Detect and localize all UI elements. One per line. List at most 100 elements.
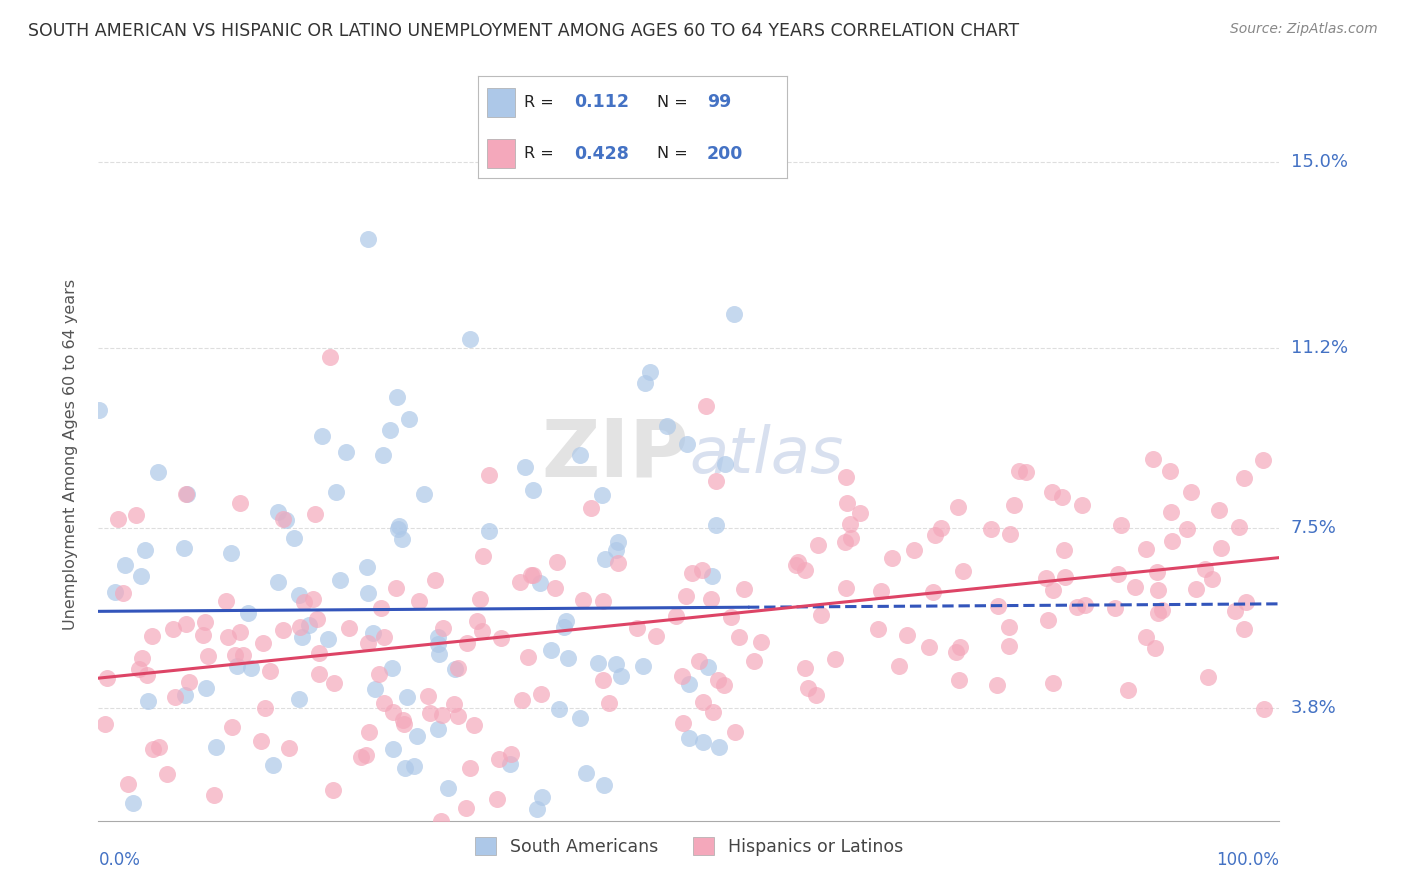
Point xyxy=(697,660,720,674)
Point xyxy=(302,591,325,606)
Point xyxy=(1233,622,1256,636)
Point xyxy=(1008,464,1031,478)
Point xyxy=(437,781,460,796)
Point xyxy=(1160,505,1182,519)
Point xyxy=(396,690,419,704)
Point xyxy=(797,681,820,695)
Point xyxy=(499,747,522,762)
Text: Source: ZipAtlas.com: Source: ZipAtlas.com xyxy=(1230,22,1378,37)
Point xyxy=(531,789,554,804)
Point xyxy=(361,626,384,640)
Point xyxy=(1251,453,1274,467)
Point xyxy=(949,640,972,654)
Point xyxy=(107,512,129,526)
Point xyxy=(581,501,603,516)
Text: 3.8%: 3.8% xyxy=(1291,699,1336,717)
Point xyxy=(373,448,395,462)
Point xyxy=(634,376,657,390)
Point xyxy=(460,332,482,346)
Point xyxy=(423,573,446,587)
Point xyxy=(1053,570,1076,584)
Text: atlas: atlas xyxy=(689,424,844,486)
Point xyxy=(707,673,730,688)
Point xyxy=(204,740,226,755)
Point xyxy=(1074,599,1097,613)
Point xyxy=(688,654,710,668)
Point xyxy=(427,630,450,644)
Point xyxy=(540,643,562,657)
Point xyxy=(1208,502,1230,516)
Point xyxy=(695,399,717,413)
Point xyxy=(253,701,276,715)
Point xyxy=(1036,613,1059,627)
Text: 200: 200 xyxy=(707,145,744,162)
Text: 0.0%: 0.0% xyxy=(98,851,141,869)
Point xyxy=(1070,498,1092,512)
Point xyxy=(191,628,214,642)
Bar xyxy=(488,88,515,117)
Point xyxy=(274,513,297,527)
Point xyxy=(952,564,974,578)
Point xyxy=(692,695,714,709)
Point xyxy=(998,619,1021,633)
Point xyxy=(676,437,699,451)
Point xyxy=(311,429,333,443)
Point xyxy=(267,505,290,519)
Point xyxy=(217,630,239,644)
Point xyxy=(135,667,157,681)
Point xyxy=(162,622,184,636)
Point xyxy=(1197,670,1219,684)
Point xyxy=(835,496,858,510)
Point xyxy=(1180,485,1202,500)
Point xyxy=(922,585,945,599)
Point xyxy=(323,676,346,690)
Point xyxy=(516,650,538,665)
Point xyxy=(835,581,858,595)
Point xyxy=(834,535,856,549)
Point xyxy=(929,521,952,535)
Point xyxy=(700,591,723,606)
Point xyxy=(356,635,378,649)
Point xyxy=(841,532,863,546)
Point xyxy=(529,576,551,591)
Point xyxy=(1042,676,1064,690)
Point xyxy=(183,838,205,852)
Point xyxy=(259,664,281,678)
Point xyxy=(713,678,735,692)
Point xyxy=(89,402,111,417)
Point xyxy=(839,517,862,532)
Point xyxy=(1146,565,1168,579)
Point xyxy=(1211,541,1233,555)
Point xyxy=(672,716,695,731)
Point xyxy=(288,691,311,706)
Point xyxy=(1147,582,1170,597)
Point xyxy=(142,742,165,756)
Point xyxy=(122,797,145,811)
Point xyxy=(1050,490,1073,504)
Point xyxy=(385,390,408,404)
Point xyxy=(631,658,654,673)
Point xyxy=(1227,519,1250,533)
Point xyxy=(593,778,616,792)
Point xyxy=(174,617,197,632)
Point xyxy=(749,635,772,649)
Point xyxy=(489,631,512,645)
Point xyxy=(156,767,179,781)
Point xyxy=(443,663,465,677)
Point xyxy=(1185,582,1208,596)
Point xyxy=(427,637,450,651)
Point xyxy=(1123,580,1146,594)
Point xyxy=(870,583,893,598)
Point xyxy=(308,666,330,681)
Point xyxy=(592,593,614,607)
Point xyxy=(945,645,967,659)
Point xyxy=(350,750,373,764)
Point xyxy=(468,592,491,607)
Point xyxy=(416,690,439,704)
Point xyxy=(329,573,352,587)
Point xyxy=(111,586,134,600)
Point xyxy=(477,524,499,538)
Point xyxy=(678,731,700,746)
Text: 0.428: 0.428 xyxy=(574,145,628,162)
Point xyxy=(432,707,454,722)
